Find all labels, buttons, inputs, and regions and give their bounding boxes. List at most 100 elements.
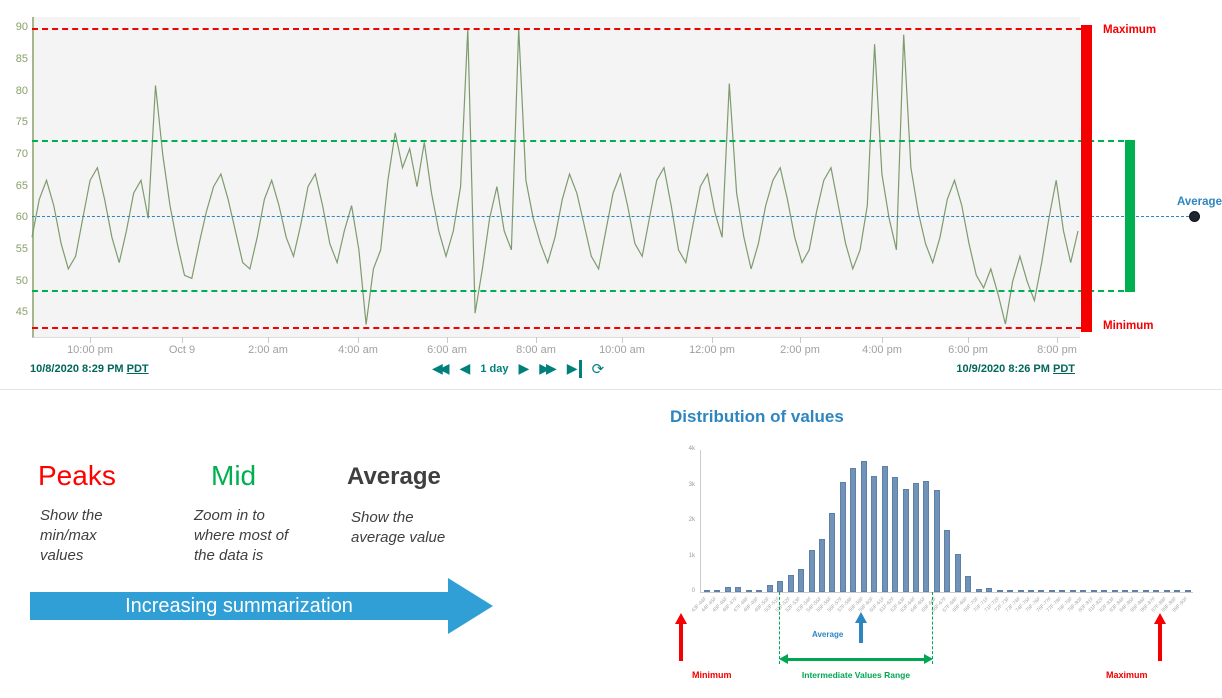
average-arrow-shaft [859,622,863,643]
histogram-maximum-label: Maximum [1106,670,1148,680]
x-axis-tick-mark [536,337,537,343]
histogram-bar [923,480,930,592]
histogram-bar [1080,590,1087,592]
average-label: Average [1177,195,1222,208]
x-axis-tick-mark [90,337,91,343]
histogram-bar [745,590,752,592]
x-axis-tick-label: 6:00 pm [948,344,988,356]
histogram-bar [798,568,805,592]
x-axis-tick-label: 8:00 pm [1037,344,1077,356]
x-axis-tick-label: 2:00 am [248,344,288,356]
x-axis-tick-mark [622,337,623,343]
histogram-y-tick-label: 2k [688,517,695,523]
average-heading: Average [347,463,441,490]
histogram-bar [766,585,773,592]
y-axis-tick-label: 45 [15,306,28,319]
x-axis-tick-mark [447,337,448,343]
intermediate-range-bar [1125,140,1135,293]
range-start-timestamp: 10/8/2020 8:29 PM PDT [30,363,149,375]
average-arrow-icon [855,612,867,623]
y-axis-tick-label: 70 [15,147,28,160]
histogram-bar [1142,590,1149,592]
histogram-bar [996,590,1003,592]
histogram-bar [902,488,909,592]
summarization-arrow-head-icon [448,578,493,634]
intermediate-range-label: Intermediate Values Range [801,670,911,680]
range-left-dashed-line [779,592,780,664]
intermediate-low-line [32,290,1134,293]
histogram-title: Distribution of values [670,407,844,426]
histogram-bar [839,481,846,592]
maximum-label: Maximum [1103,24,1157,37]
x-axis-tick-mark [358,337,359,343]
intermediate-range-arrow [787,658,925,661]
range-arrow-right-head-icon [924,654,933,664]
histogram-minimum-label: Minimum [692,670,732,680]
y-axis-tick-label: 55 [15,242,28,255]
histogram-bar [913,483,919,592]
x-axis-tick-label: 8:00 am [516,344,556,356]
x-axis-tick-label: 2:00 pm [780,344,820,356]
y-axis-tick-label: 80 [15,84,28,97]
y-axis-tick-label: 50 [15,274,28,287]
histogram-bar [808,550,815,592]
y-axis-tick-label: 65 [15,179,28,192]
peaks-description: Show the min/max values [40,507,103,564]
histogram-y-tick-label: 1k [688,552,695,559]
skip-to-end-button[interactable]: ▶ [567,360,582,378]
histogram-bar [777,581,784,592]
histogram-bar [1153,590,1160,592]
histogram-bar [944,529,951,592]
start-datetime: 10/8/2020 8:29 PM [30,363,124,375]
range-end-timestamp: 10/9/2020 8:26 PM PDT [956,363,1075,375]
histogram-bar [1174,590,1181,592]
histogram-bar [1101,590,1108,592]
x-axis-tick-mark [712,337,713,343]
histogram-bar [1090,590,1097,592]
histogram-bar [1132,590,1139,592]
histogram-bar [892,476,899,592]
end-timezone-link[interactable]: PDT [1053,363,1075,375]
histogram-bar [1038,590,1045,592]
histogram-bar [1027,590,1034,592]
start-timezone-link[interactable]: PDT [126,363,149,375]
histogram-bar [829,513,836,592]
summarization-arrow: Increasing summarization [30,592,448,620]
x-axis-tick-label: 10:00 pm [67,344,113,356]
skip-back-button[interactable]: ◀◀ [432,360,450,378]
histogram-bar [724,586,731,592]
minmax-range-bar [1081,25,1092,333]
y-axis-tick-label: 75 [15,116,28,129]
mid-description: Zoom in to where most of the data is [194,507,289,564]
maximum-reference-line [32,28,1092,31]
histogram-bar [1059,590,1066,592]
y-axis-tick-label: 60 [15,211,28,224]
histogram-bar [1069,590,1076,592]
refresh-button[interactable]: ⟳ [591,360,605,378]
histogram-bar [986,588,993,592]
x-axis-tick-label: 6:00 am [427,344,467,356]
histogram-y-tick-label: 4k [688,446,695,452]
step-forward-button[interactable]: ▶ [518,361,530,377]
minimum-arrow-icon [675,613,687,624]
x-axis-tick-label: Oct 9 [168,344,196,356]
histogram-y-tick-label: 3k [688,481,695,488]
average-reference-line [32,215,1189,217]
fast-forward-button[interactable]: ▶▶ [539,360,557,378]
y-axis-tick-label: 85 [15,53,28,66]
histogram-bar [871,475,878,592]
histogram-bar [735,587,742,592]
histogram-bar [1048,590,1055,592]
histogram-bar [1007,590,1014,592]
histogram-bar [881,466,888,592]
histogram-bar [965,576,972,592]
step-back-button[interactable]: ◀ [459,361,471,377]
x-axis-tick-label: 10:00 am [599,344,645,356]
x-axis-tick-label: 4:00 pm [862,344,902,356]
histogram-bar [1163,590,1170,592]
histogram-bar [1184,590,1191,592]
histogram-bar [1122,590,1128,592]
histogram-bar [933,490,940,592]
x-axis-tick-mark [268,337,269,343]
